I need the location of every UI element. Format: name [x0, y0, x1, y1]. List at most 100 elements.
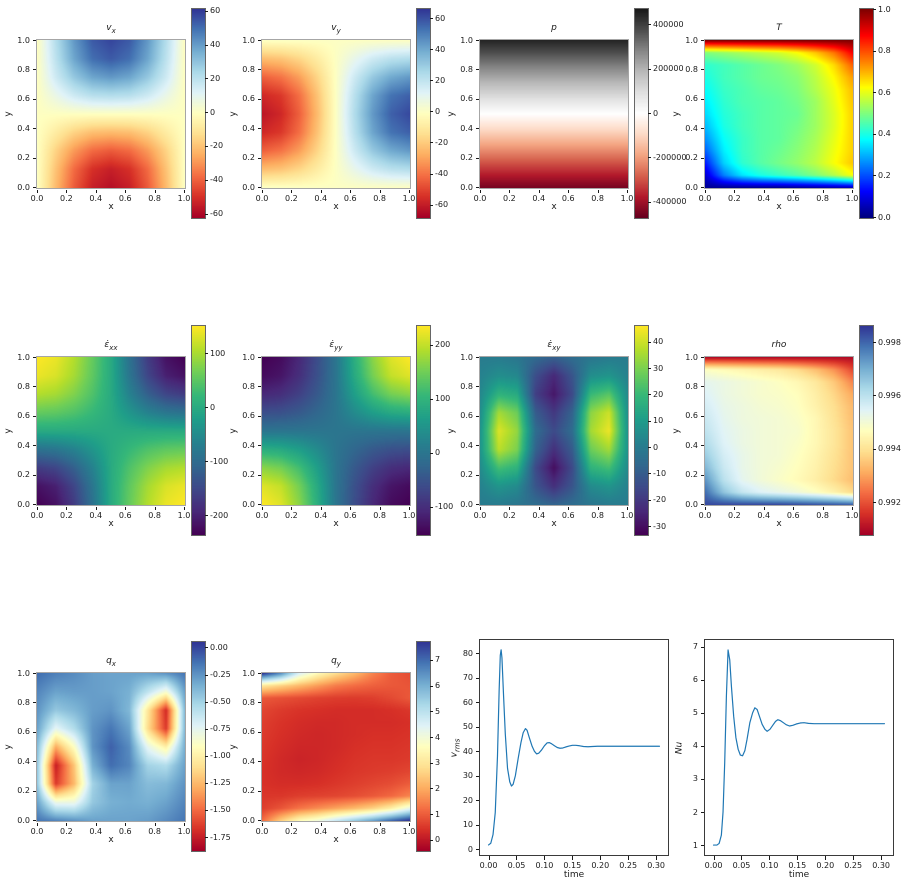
tick-mark [797, 856, 799, 860]
tick-label: 0 [653, 442, 659, 452]
tick-label: 0.998 [878, 337, 901, 347]
tick-mark [648, 420, 651, 422]
tick-label: 0.6 [242, 727, 255, 737]
tick-mark [205, 728, 208, 730]
tick-label: 1.0 [402, 826, 416, 836]
x-axis-label: x [551, 519, 557, 529]
tick-mark [822, 189, 824, 193]
tick-mark [205, 674, 208, 676]
tick-mark [379, 189, 381, 193]
x-axis-label: x [108, 835, 114, 845]
tick-mark [66, 506, 68, 510]
tick-mark [700, 646, 704, 648]
tick-label: 0.6 [17, 94, 30, 104]
tick-label: 30 [653, 363, 664, 373]
tick-label: 0.4 [242, 756, 255, 766]
tick-mark [430, 49, 433, 51]
x-axis-label: x [551, 202, 557, 212]
tick-mark [475, 40, 479, 41]
tick-mark [509, 189, 511, 193]
tick-mark [409, 506, 410, 510]
tick-mark [37, 506, 38, 510]
tick-mark [648, 68, 651, 70]
tick-label: 0.0 [30, 193, 44, 203]
tick-label: 5 [435, 706, 441, 716]
tick-label: 0.996 [878, 390, 901, 400]
tick-mark [627, 189, 628, 193]
tick-mark [430, 80, 433, 82]
panel-title: ε̇xx [104, 340, 118, 352]
tick-mark [873, 9, 876, 10]
tick-label: 0.6 [561, 193, 575, 203]
tick-mark [37, 189, 38, 193]
tick-mark [291, 189, 293, 193]
tick-mark [205, 213, 208, 215]
panel-title: vx [106, 23, 116, 35]
heatmap-canvas [261, 356, 411, 506]
colorbar [416, 325, 431, 536]
tick-mark [538, 506, 540, 510]
tick-label: 1.0 [177, 193, 191, 203]
tick-label: 200 [435, 340, 451, 350]
tick-mark [763, 189, 765, 193]
colorbar [191, 325, 206, 536]
tick-mark [257, 445, 261, 447]
panel-title: T [776, 23, 782, 33]
tick-label: -60 [435, 200, 449, 210]
tick-label: 0.6 [242, 94, 255, 104]
tick-label: 0.4 [878, 129, 891, 139]
tick-mark [700, 40, 704, 41]
tick-label: -1.75 [210, 832, 231, 842]
tick-mark [262, 506, 263, 510]
tick-mark [430, 398, 433, 400]
tick-mark [430, 659, 433, 661]
tick-label: 0.6 [17, 727, 30, 737]
tick-label: 0.05 [507, 861, 526, 870]
tick-label: 0.2 [242, 470, 255, 480]
y-axis-label: y [446, 111, 457, 117]
tick-label: 1.0 [402, 193, 416, 203]
tick-mark [257, 474, 261, 476]
tick-label: 0.2 [242, 153, 255, 163]
tick-label: 40 [653, 337, 664, 347]
tick-label: 0.8 [242, 697, 255, 707]
tick-label: 0.6 [685, 94, 698, 104]
tick-mark [257, 386, 261, 388]
tick-mark [291, 506, 293, 510]
tick-label: 1.0 [878, 4, 891, 14]
tick-mark [488, 856, 490, 860]
tick-mark [627, 506, 628, 510]
tick-mark [475, 702, 479, 704]
tick-label: -1.50 [210, 805, 231, 815]
tick-mark [430, 737, 433, 738]
tick-mark [205, 701, 208, 703]
tick-label: 0.0 [242, 815, 255, 825]
tick-mark [475, 751, 479, 753]
tick-label: -0.75 [210, 724, 231, 734]
tick-label: 60 [435, 13, 446, 23]
tick-label: 200000 [653, 64, 684, 74]
tick-label: 2 [435, 783, 441, 793]
tick-mark [37, 822, 38, 826]
tick-label: 0.4 [17, 440, 30, 450]
tick-mark [205, 837, 208, 838]
tick-label: 6 [435, 681, 441, 691]
tick-mark [873, 448, 876, 450]
tick-mark [430, 814, 433, 816]
tick-mark [205, 179, 208, 181]
tick-label: 20 [462, 795, 473, 805]
tick-label: -200 [210, 510, 229, 520]
tick-mark [257, 157, 261, 159]
tick-mark [32, 357, 36, 358]
tick-label: 0.0 [255, 510, 269, 520]
tick-mark [257, 69, 261, 71]
tick-mark [430, 142, 433, 144]
tick-mark [430, 506, 433, 508]
tick-label: 0.0 [698, 510, 712, 520]
tick-mark [32, 187, 36, 188]
tick-label: 1.0 [402, 510, 416, 520]
